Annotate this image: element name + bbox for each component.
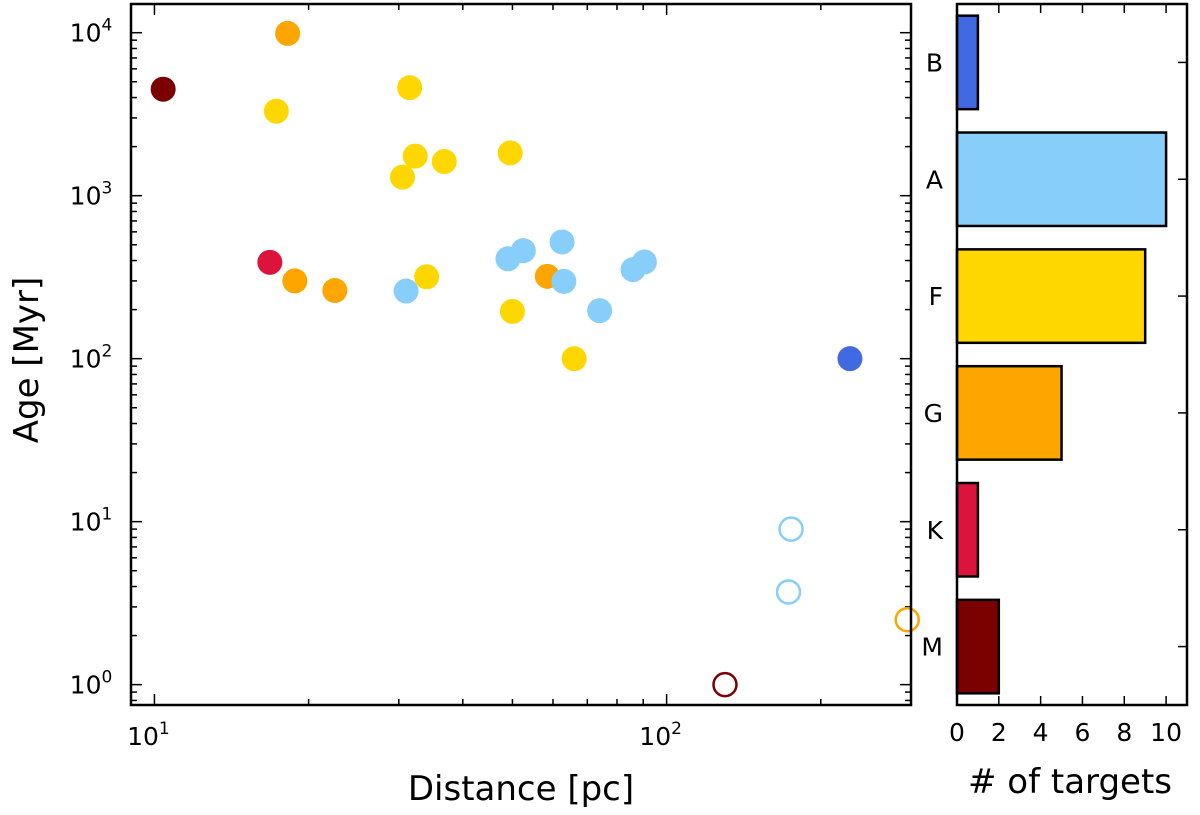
- bar-a: [955, 131, 1168, 228]
- scatter-point-g: [275, 20, 301, 46]
- scatter-point-f: [561, 346, 587, 372]
- scatter-point-a: [393, 278, 419, 304]
- y-tick-label: 101: [70, 505, 113, 537]
- scatter-point-f: [497, 140, 523, 166]
- bar-tick-labels: 0 2 4 6 8 10: [949, 718, 1182, 747]
- y-tick-label: 100: [70, 668, 113, 700]
- bar-x-tick-label: 10: [1150, 718, 1182, 747]
- bar-x-tick-label: 4: [1033, 718, 1049, 747]
- bar-b: [955, 14, 980, 111]
- scatter-point-b: [837, 346, 863, 372]
- bar-category-label: K: [927, 516, 944, 545]
- scatter-point-a-open: [778, 516, 804, 542]
- x-tick-label: 101: [127, 719, 170, 751]
- bar-x-tick-label: 0: [949, 718, 965, 747]
- scatter-point-a: [549, 229, 575, 255]
- bar-category-label: G: [924, 399, 943, 428]
- scatter-point-f: [389, 164, 415, 190]
- y-tick-label: 104: [70, 16, 113, 48]
- bar-category-label: B: [926, 48, 943, 77]
- scatter-point-k: [257, 249, 283, 275]
- scatter-xlabel: Distance [pc]: [408, 769, 634, 809]
- bar-panel: 0 2 4 6 8 10 B A F G K M # of targets: [921, 2, 1189, 802]
- bar-x-tick-label: 8: [1116, 718, 1132, 747]
- scatter-point-f: [402, 143, 428, 169]
- scatter-tick-labels: 101 102 100 101 102 103 104: [70, 16, 682, 751]
- scatter-point-a-open: [775, 579, 802, 605]
- bar-g: [955, 364, 1063, 461]
- scatter-point-m-open: [712, 671, 738, 698]
- scatter-point-m: [150, 76, 176, 102]
- bar-rects: [955, 14, 1168, 695]
- y-tick-label: 102: [70, 342, 113, 374]
- scatter-points: [150, 20, 921, 698]
- scatter-panel: 101 102 100 101 102 103 104 Distance [pc] Age …: [7, 2, 921, 809]
- bar-category-label: F: [929, 282, 943, 311]
- scatter-point-g: [322, 277, 348, 303]
- scatter-point-f: [397, 75, 423, 101]
- scatter-point-f: [431, 149, 457, 175]
- scatter-ylabel: Age [Myr]: [7, 277, 47, 444]
- scatter-point-a: [631, 249, 657, 275]
- bar-category-label: M: [921, 633, 943, 662]
- x-tick-label: 102: [639, 719, 682, 751]
- scatter-point-a: [551, 268, 577, 294]
- scatter-point-f: [499, 298, 525, 324]
- scatter-point-f: [414, 264, 440, 290]
- bar-f: [955, 248, 1147, 345]
- scatter-point-g: [282, 268, 308, 294]
- scatter-frame: [129, 2, 913, 707]
- bar-category-label: A: [926, 165, 943, 194]
- scatter-point-a: [587, 298, 613, 324]
- bar-x-tick-label: 6: [1075, 718, 1091, 747]
- scatter-point-a: [510, 238, 536, 264]
- bar-m: [955, 598, 1001, 695]
- bar-k: [955, 481, 980, 578]
- scatter-point-f: [263, 98, 289, 124]
- y-tick-label: 103: [70, 179, 113, 211]
- bar-x-tick-label: 2: [991, 718, 1007, 747]
- bar-frame: [955, 2, 1189, 707]
- scatter-point-g-open: [894, 607, 921, 633]
- bar-xlabel: # of targets: [968, 762, 1172, 802]
- bar-category-labels: B A F G K M: [921, 48, 943, 661]
